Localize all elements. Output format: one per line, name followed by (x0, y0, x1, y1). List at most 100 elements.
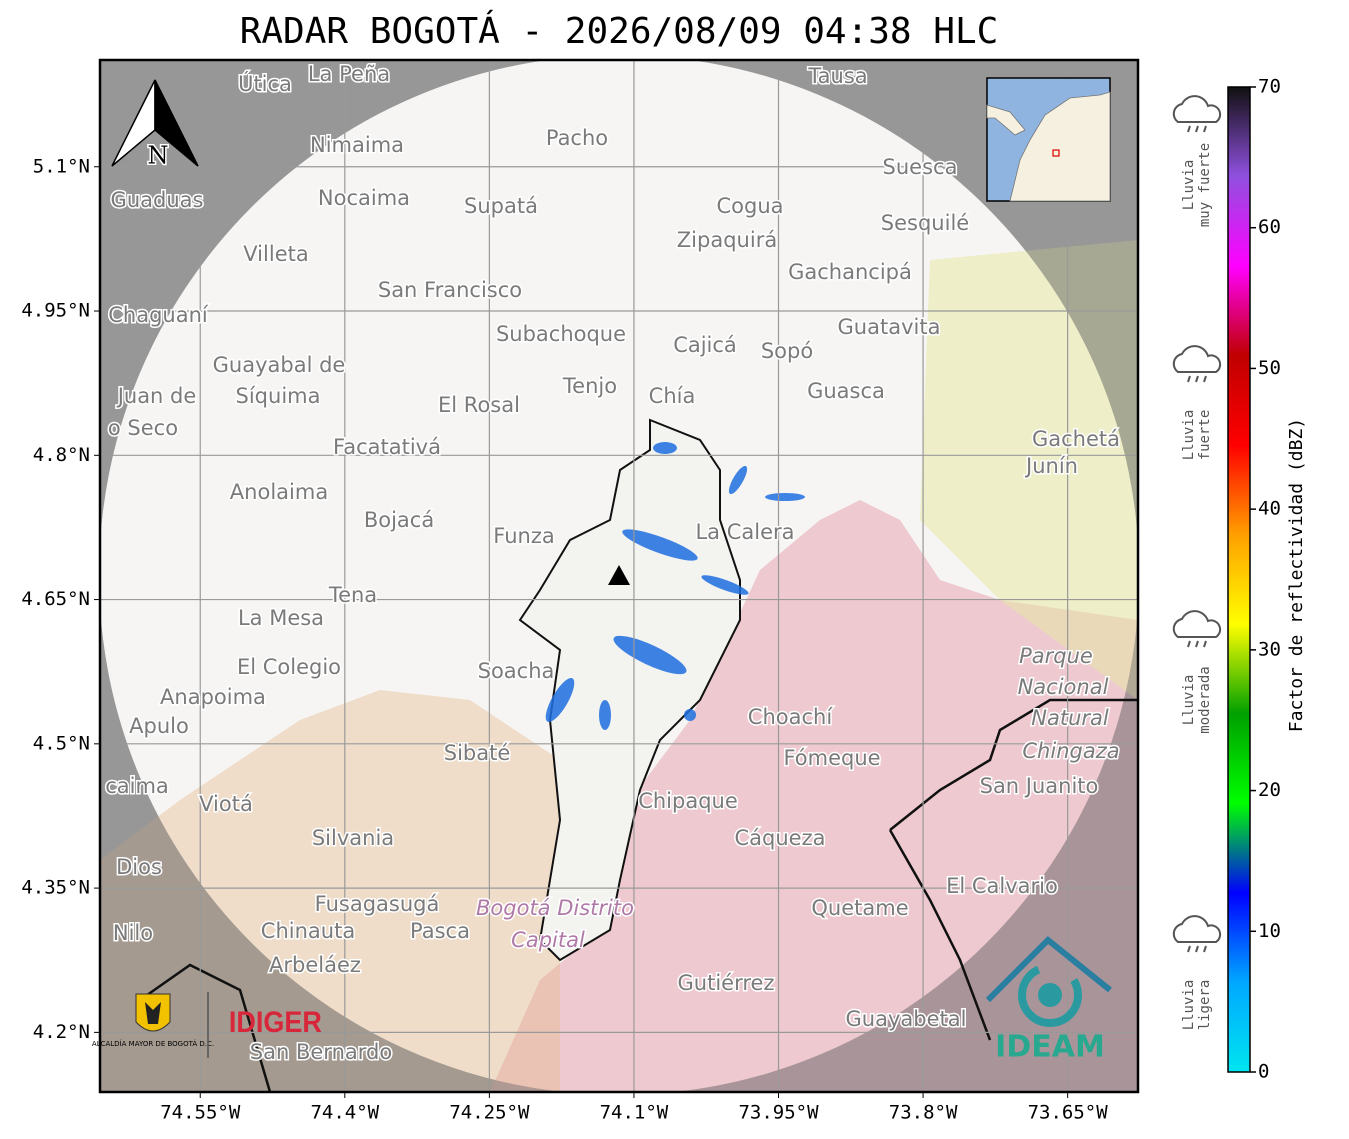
y-tick-label: 4.8°N (33, 444, 90, 466)
rain-icon (1172, 610, 1222, 638)
y-tick-label: 4.5°N (33, 732, 90, 754)
rain-category-label: Lluvia (1181, 675, 1197, 726)
place-label: Supatá (464, 194, 538, 218)
rain-drops (1187, 640, 1207, 648)
colorbar-label: Factor de reflectividad (dBZ) (1286, 418, 1307, 732)
logos: ALCALDÍA MAYOR DE BOGOTÁ D.C. IDIGER IDE… (92, 935, 1112, 1065)
place-label: Chía (649, 384, 696, 408)
place-label: Sesquilé (881, 211, 969, 235)
place-label: La Calera (695, 520, 794, 544)
place-label: Cajicá (673, 333, 737, 357)
colorbar: Factor de reflectividad (dBZ) 0 10 20 30 40 5… (1227, 76, 1307, 1083)
place-label: Funza (493, 524, 554, 548)
rain-category-label: Lluvia (1181, 980, 1197, 1031)
place-label: Tenjo (562, 374, 617, 398)
colorbar-tick-label: 20 (1258, 779, 1281, 801)
place-label: Juan de (116, 384, 197, 408)
place-label: Sopó (761, 339, 813, 363)
place-label: San Francisco (378, 278, 522, 302)
place-label: o Seco (108, 416, 178, 440)
colorbar-tick-label: 30 (1258, 638, 1281, 660)
place-label: Guayabal de (213, 353, 346, 377)
place-label: Guayabetal (846, 1007, 967, 1031)
colorbar-scale (1227, 86, 1251, 1073)
place-label: Gachetá (1032, 427, 1120, 451)
y-tick-label: 4.95°N (21, 300, 90, 322)
x-tick-label: 73.95°W (738, 1102, 819, 1124)
rain-icon (1172, 345, 1222, 373)
north-arrow: N (111, 79, 199, 171)
grid (100, 60, 1138, 1092)
y-tick-label: 5.1°N (33, 155, 90, 177)
place-label: Arbeláez (269, 953, 361, 977)
place-label: Silvania (312, 826, 394, 850)
place-label: Choachí (748, 705, 834, 729)
rain-category-label: Lluvia (1181, 410, 1197, 461)
place-label: La Peña (308, 62, 390, 86)
rain-icon (1172, 915, 1222, 943)
place-label: Soacha (478, 659, 555, 683)
place-label: Chinauta (261, 919, 355, 943)
place-label: Subachoque (496, 322, 626, 346)
place-label: Nocaima (318, 186, 410, 210)
rain-category-label: ligera (1197, 980, 1213, 1031)
place-label: Parque (1019, 644, 1093, 668)
place-label: Síquima (236, 384, 321, 408)
place-label: Gutiérrez (678, 971, 775, 995)
place-label: Viotá (199, 792, 253, 816)
map-background (100, 60, 1138, 1092)
place-label: Junín (1024, 454, 1078, 478)
colorbar-tick-label: 70 (1258, 76, 1281, 98)
place-label: San Bernardo (250, 1040, 392, 1064)
place-label: Nimaima (310, 133, 404, 157)
rain-category-label: muy fuerte (1197, 143, 1213, 227)
place-label: Cogua (716, 194, 783, 218)
place-label: El Colegio (237, 655, 341, 679)
place-label: Villeta (243, 242, 308, 266)
place-label: Facatativá (333, 435, 441, 459)
place-label: Bogotá Distrito (476, 896, 634, 920)
place-label: Guasca (807, 379, 885, 403)
y-tick-label: 4.35°N (21, 877, 90, 899)
rain-icon (1172, 95, 1222, 123)
alcaldia-logo-text: ALCALDÍA MAYOR DE BOGOTÁ D.C. (92, 1039, 214, 1048)
place-label: Dios (116, 855, 162, 879)
rain-drops (1187, 375, 1207, 383)
rain-category-label: moderada (1197, 666, 1213, 733)
place-label: El Calvario (946, 874, 1058, 898)
place-label: Pasca (410, 919, 470, 943)
place-label: Suesca (883, 155, 958, 179)
x-tick-label: 74.1°W (600, 1102, 669, 1124)
place-label: Fómeque (783, 746, 880, 770)
place-label: Cáqueza (735, 826, 826, 850)
y-tick-label: 4.2°N (33, 1021, 90, 1043)
place-label: Pacho (546, 126, 608, 150)
colorbar-tick-label: 60 (1258, 216, 1281, 238)
place-label: Capital (511, 928, 585, 952)
place-label: Útica (238, 71, 292, 96)
place-label: Natural (1031, 706, 1109, 730)
x-tick-label: 74.55°W (160, 1102, 241, 1124)
place-label: Zipaquirá (677, 228, 777, 252)
x-tick-label: 74.25°W (449, 1102, 530, 1124)
ideam-logo: IDEAM (995, 1030, 1105, 1065)
colorbar-tick-label: 0 (1258, 1061, 1269, 1083)
place-label: Chingaza (1022, 739, 1119, 763)
place-label: La Mesa (238, 606, 324, 630)
map-frame (98, 58, 1140, 1094)
rain-drops (1187, 125, 1207, 133)
place-label: Gachancipá (788, 260, 912, 284)
colorbar-tick-label: 40 (1258, 498, 1281, 520)
x-tick-label: 73.8°W (889, 1102, 958, 1124)
place-label: Quetame (811, 896, 908, 920)
place-label: Apulo (129, 714, 189, 738)
place-label: Chaguaní (108, 303, 209, 327)
colorbar-tick-label: 50 (1258, 357, 1281, 379)
place-label: Guatavita (838, 315, 941, 339)
inset-map (986, 77, 1111, 202)
place-label: El Rosal (438, 393, 520, 417)
place-label: Sibaté (444, 741, 511, 765)
place-label: Nacional (1018, 675, 1109, 699)
